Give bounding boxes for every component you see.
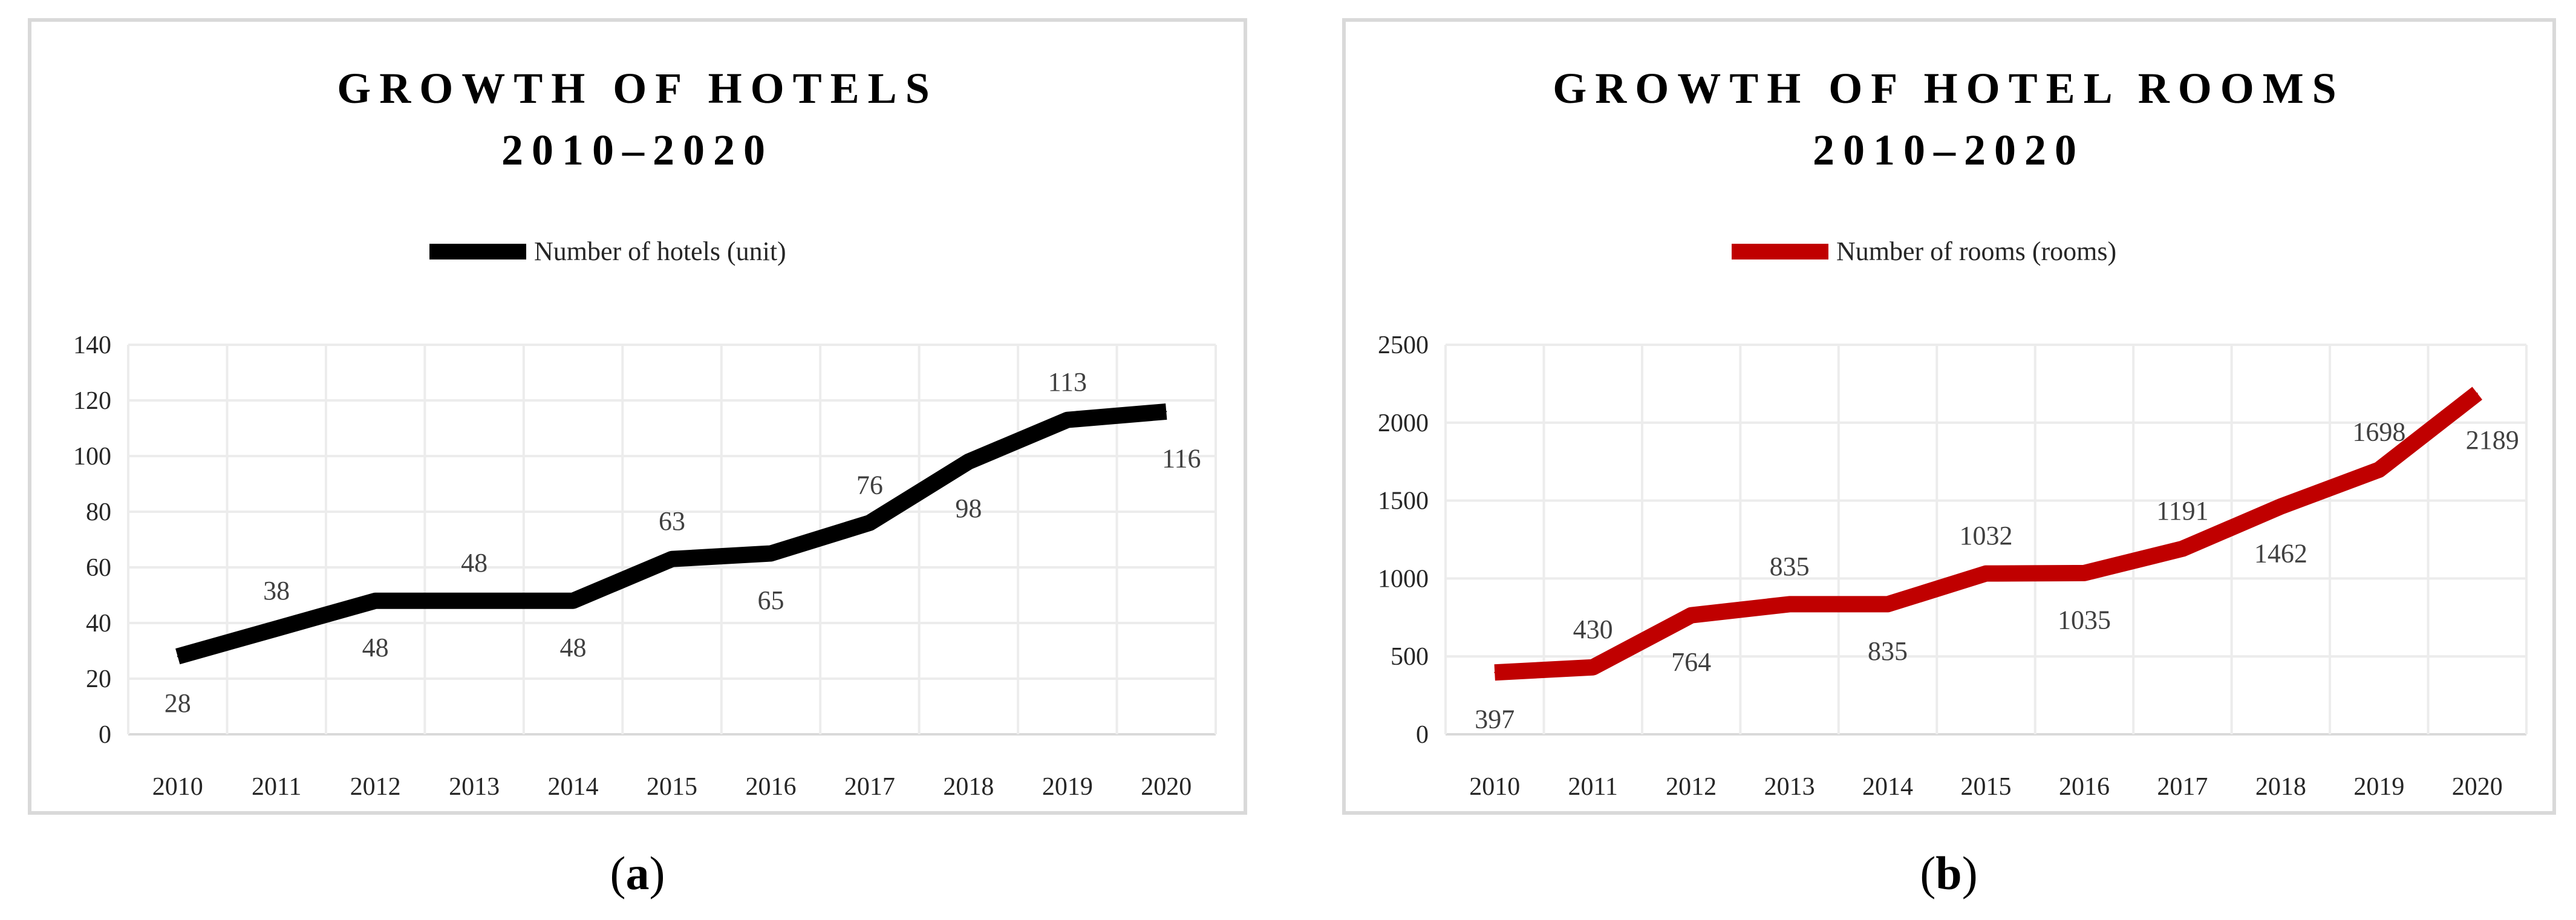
data-label: 48: [461, 548, 487, 578]
y-tick-label: 1500: [1378, 488, 1429, 515]
data-point: [572, 600, 574, 602]
data-label: 98: [955, 494, 982, 523]
data-label: 1191: [2156, 496, 2208, 526]
data-point: [276, 628, 278, 630]
y-tick-label: 80: [86, 498, 111, 526]
x-tick-label: 2019: [1042, 773, 1093, 801]
data-label: 48: [362, 633, 389, 662]
data-point: [1789, 603, 1790, 605]
data-label: 2189: [2466, 425, 2519, 455]
x-tick-label: 2010: [152, 773, 203, 801]
data-label: 835: [1868, 636, 1908, 666]
x-tick-label: 2011: [252, 773, 301, 801]
chart-border: [28, 18, 1247, 815]
data-point: [869, 522, 870, 524]
data-point: [1691, 615, 1692, 616]
x-tick-label: 2012: [1666, 773, 1717, 801]
data-point: [374, 600, 376, 602]
chart-panel-b: GROWTH OF HOTEL ROOMS 2010–2020 Number o…: [1342, 18, 2556, 899]
plot-area: 0 20 40 60 80 100 120 140 2010 2011 2012 2013 2014 20…: [73, 331, 1217, 801]
x-tick-label: 2020: [2452, 773, 2503, 801]
data-label: 764: [1671, 647, 1711, 677]
data-label: 113: [1048, 367, 1087, 397]
y-tick-label: 20: [86, 665, 111, 693]
y-tick-label: 2500: [1378, 331, 1429, 359]
x-tick-label: 2017: [2157, 773, 2208, 801]
x-tick-label: 2015: [647, 773, 697, 801]
y-tick-label: 120: [73, 387, 111, 415]
chart-title-line2: 2010–2020: [501, 126, 774, 174]
data-label: 48: [560, 633, 587, 662]
y-tick-label: 60: [86, 554, 111, 582]
y-tick-label: 0: [99, 721, 111, 749]
legend: Number of hotels (unit): [429, 237, 786, 266]
caption-b: (b): [1920, 847, 1977, 899]
x-tick-label: 2014: [1862, 773, 1913, 801]
data-label: 1035: [2058, 605, 2111, 635]
data-point: [1166, 411, 1167, 413]
data-label: 1698: [2352, 417, 2405, 447]
data-label: 1032: [1960, 521, 2013, 550]
y-tick-label: 2000: [1378, 409, 1429, 437]
data-label: 430: [1573, 615, 1613, 644]
y-tick-label: 500: [1391, 643, 1429, 671]
data-point: [1985, 573, 1987, 575]
chart-panel-a: GROWTH OF HOTELS 2010–2020 Number of hot…: [28, 18, 1247, 899]
chart-border: [1342, 18, 2556, 815]
data-label: 116: [1162, 443, 1201, 473]
chart-title-line2: 2010–2020: [1813, 126, 2085, 174]
x-tick-label: 2013: [1764, 773, 1815, 801]
x-tick-label: 2018: [943, 773, 994, 801]
data-point: [2476, 393, 2478, 394]
data-point: [474, 600, 475, 602]
data-point: [1494, 671, 1496, 673]
data-label: 1462: [2254, 538, 2307, 568]
legend: Number of rooms (rooms): [1732, 237, 2116, 266]
x-tick-label: 2016: [745, 773, 796, 801]
y-tick-label: 100: [73, 443, 111, 471]
x-tick-label: 2019: [2353, 773, 2404, 801]
x-tick-label: 2014: [548, 773, 599, 801]
x-tick-label: 2013: [449, 773, 500, 801]
data-point: [2083, 572, 2085, 574]
data-point: [2378, 469, 2380, 471]
x-tick-label: 2016: [2059, 773, 2110, 801]
x-tick-label: 2018: [2255, 773, 2306, 801]
plot-area: 0 500 1000 1500 2000 2500 2010 2011 2012 2013 2014…: [1378, 331, 2528, 801]
data-point: [968, 461, 970, 463]
x-tick-label: 2011: [1568, 773, 1617, 801]
caption-a: (a): [610, 847, 665, 899]
data-point: [770, 553, 772, 554]
data-label: 76: [856, 470, 883, 500]
x-tick-label: 2012: [350, 773, 401, 801]
data-label: 835: [1770, 552, 1810, 581]
data-point: [1887, 603, 1889, 605]
data-point: [1592, 667, 1594, 668]
chart-title-line1: GROWTH OF HOTELS: [337, 64, 937, 113]
y-tick-label: 1000: [1378, 565, 1429, 593]
y-tick-label: 140: [73, 331, 111, 359]
x-tick-label: 2010: [1469, 773, 1520, 801]
x-tick-label: 2020: [1141, 773, 1192, 801]
data-label: 28: [165, 688, 191, 718]
x-tick-label: 2015: [1961, 773, 2012, 801]
data-point: [1066, 419, 1068, 421]
legend-label: Number of hotels (unit): [534, 237, 786, 266]
y-tick-label: 0: [1416, 721, 1429, 749]
data-point: [177, 656, 178, 657]
legend-label: Number of rooms (rooms): [1836, 237, 2116, 266]
data-label: 397: [1475, 705, 1515, 734]
data-label: 38: [263, 576, 290, 605]
x-tick-label: 2017: [844, 773, 895, 801]
data-point: [2182, 548, 2183, 550]
data-point: [671, 558, 673, 560]
data-label: 63: [659, 506, 685, 536]
data-label: 65: [757, 586, 784, 615]
data-point: [2280, 506, 2281, 507]
y-tick-label: 40: [86, 610, 111, 638]
chart-title-line1: GROWTH OF HOTEL ROOMS: [1553, 64, 2344, 113]
